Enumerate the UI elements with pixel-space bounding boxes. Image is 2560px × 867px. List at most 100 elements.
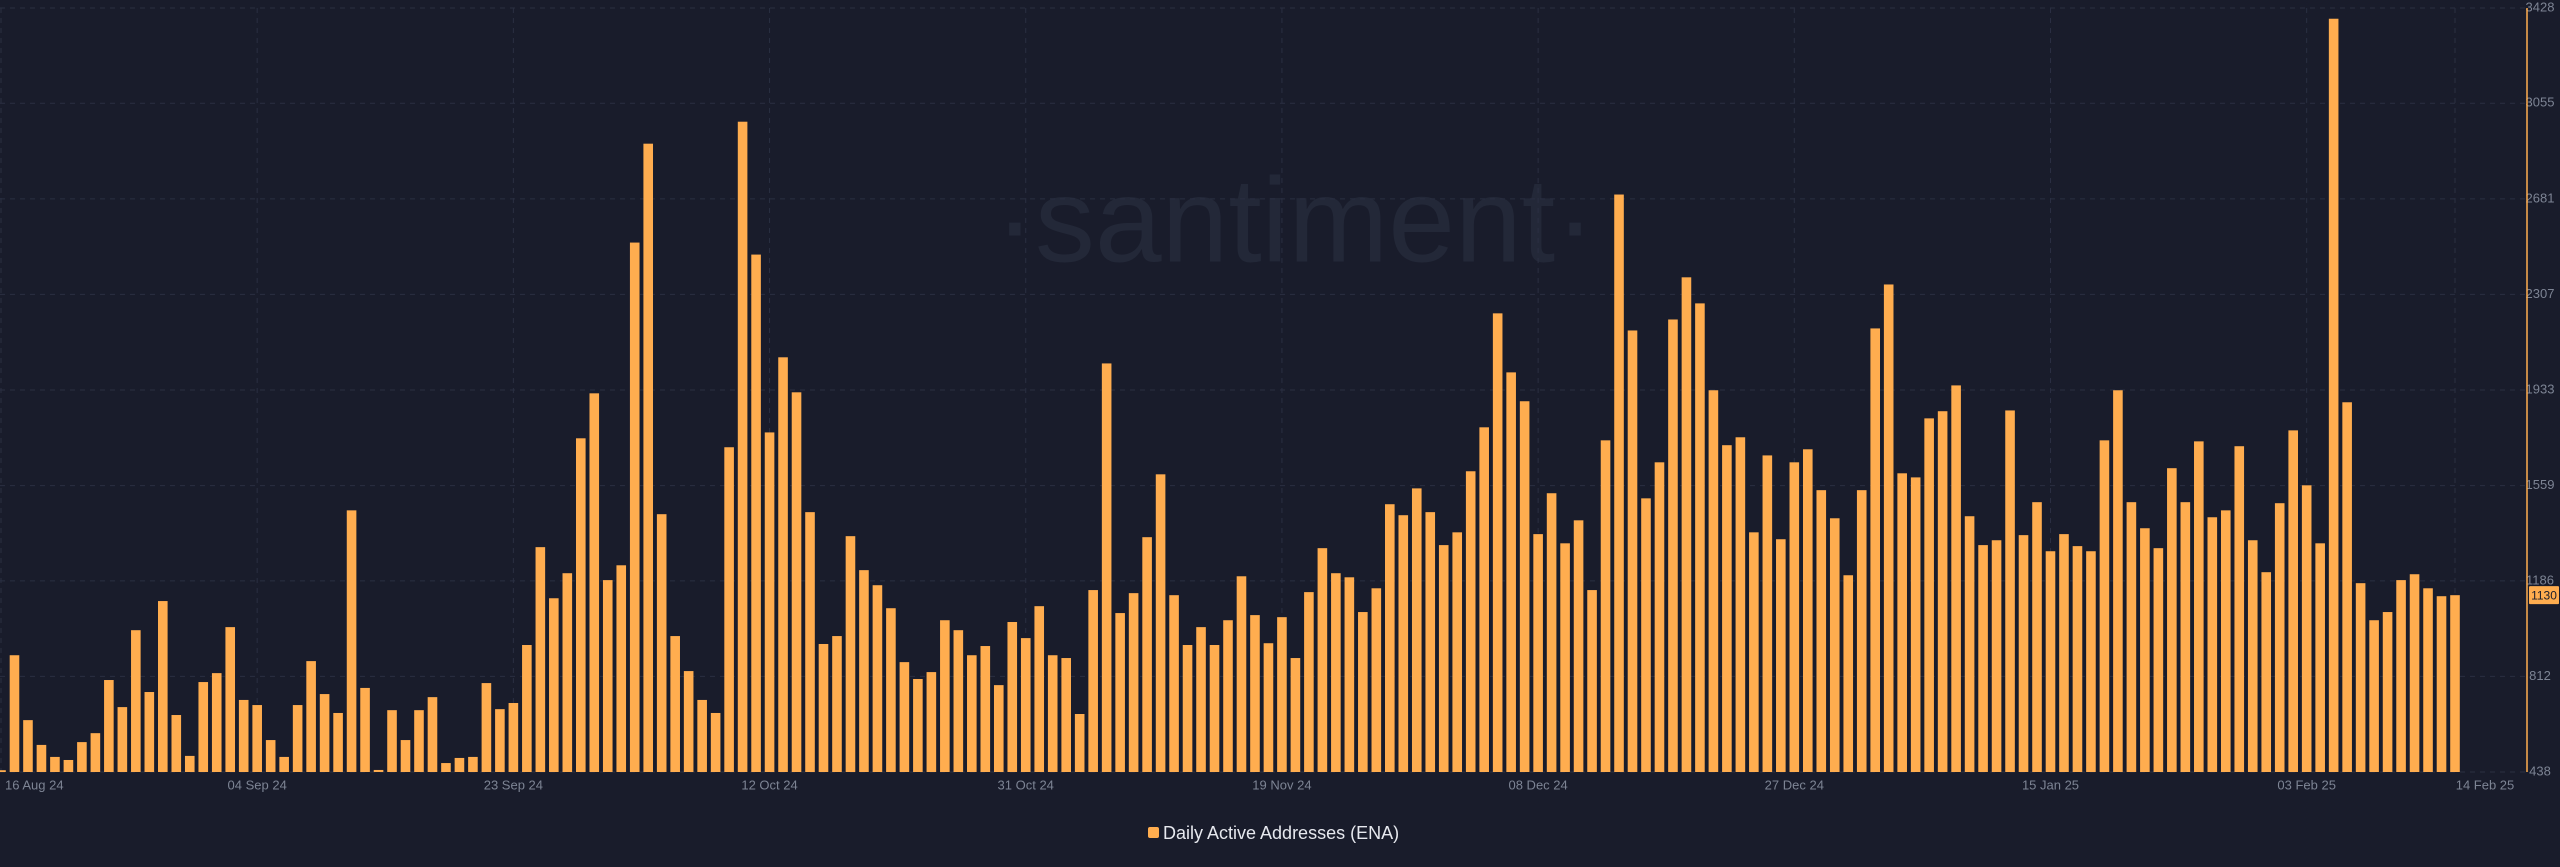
y-tick-label: 3428 bbox=[2526, 0, 2555, 14]
bar bbox=[1074, 713, 1085, 772]
current-value-badge bbox=[2529, 586, 2559, 605]
x-tick-label: 14 Feb 25 bbox=[2456, 777, 2515, 792]
bar bbox=[2234, 446, 2245, 772]
bar bbox=[1465, 471, 1476, 772]
bar bbox=[1385, 504, 1395, 772]
bar bbox=[1708, 390, 1719, 772]
x-tick-label: 19 Nov 24 bbox=[1252, 777, 1311, 792]
bar bbox=[1856, 490, 1867, 772]
bar bbox=[373, 769, 384, 772]
bar bbox=[522, 645, 532, 772]
bar bbox=[495, 709, 505, 772]
bar bbox=[1371, 588, 1382, 772]
bar bbox=[2032, 502, 2042, 772]
bar bbox=[1910, 477, 1921, 772]
bar bbox=[23, 720, 33, 772]
bar bbox=[104, 680, 114, 772]
bar bbox=[778, 357, 788, 772]
bar bbox=[117, 707, 128, 772]
bar bbox=[2301, 485, 2312, 772]
bar bbox=[1155, 474, 1166, 772]
bar bbox=[1128, 593, 1139, 772]
bar bbox=[414, 710, 424, 772]
bar bbox=[1668, 319, 1678, 772]
x-tick-label: 15 Jan 25 bbox=[2022, 777, 2079, 792]
x-tick-label: 16 Aug 24 bbox=[5, 777, 64, 792]
current-value-label: 1130 bbox=[2531, 588, 2557, 602]
bar bbox=[441, 763, 451, 772]
bar bbox=[845, 536, 856, 772]
bar bbox=[333, 712, 343, 772]
bar bbox=[737, 121, 748, 772]
bar bbox=[1047, 655, 1058, 772]
bar bbox=[1209, 645, 1220, 772]
bar bbox=[508, 703, 519, 772]
bar bbox=[1816, 490, 1827, 772]
bar bbox=[2126, 502, 2137, 772]
bar bbox=[1991, 540, 2002, 772]
bar bbox=[1088, 590, 1098, 772]
bar bbox=[468, 756, 478, 772]
x-tick-label: 27 Dec 24 bbox=[1765, 777, 1824, 792]
bar bbox=[683, 671, 694, 772]
bar bbox=[2396, 580, 2406, 772]
x-tick-label: 08 Dec 24 bbox=[1508, 777, 1567, 792]
bar bbox=[2369, 620, 2379, 772]
bar bbox=[1776, 539, 1786, 772]
bar bbox=[1681, 277, 1692, 772]
bar bbox=[1627, 330, 1638, 772]
bar bbox=[1722, 445, 1732, 772]
bar bbox=[886, 608, 896, 772]
bar bbox=[387, 710, 397, 772]
bar bbox=[953, 630, 964, 772]
bar bbox=[1358, 612, 1368, 772]
bar bbox=[2005, 410, 2015, 772]
bar bbox=[791, 392, 802, 772]
x-tick-label: 03 Feb 25 bbox=[2277, 777, 2336, 792]
bar bbox=[481, 683, 492, 772]
bar bbox=[2355, 583, 2366, 772]
bar bbox=[171, 715, 182, 772]
bar bbox=[1546, 493, 1557, 772]
bar bbox=[1870, 328, 1881, 772]
bar bbox=[1560, 543, 1570, 772]
bar bbox=[1411, 488, 1422, 772]
bar bbox=[805, 512, 815, 772]
bar bbox=[144, 692, 155, 772]
y-tick-label: 3055 bbox=[2526, 95, 2555, 110]
bar bbox=[50, 756, 60, 772]
bar bbox=[360, 687, 370, 772]
bar bbox=[1519, 401, 1530, 772]
bar bbox=[1600, 440, 1611, 772]
bar bbox=[1654, 462, 1665, 772]
bar bbox=[1438, 545, 1449, 772]
bar bbox=[616, 565, 627, 772]
bar bbox=[1007, 622, 1018, 772]
bar bbox=[1236, 576, 1247, 772]
bar bbox=[1492, 313, 1503, 772]
bar bbox=[1304, 592, 1314, 772]
bar bbox=[710, 712, 721, 772]
bar bbox=[2436, 596, 2447, 772]
y-tick-label: 2307 bbox=[2526, 286, 2555, 301]
bar bbox=[2113, 390, 2123, 772]
bar bbox=[2194, 441, 2204, 772]
bar bbox=[225, 627, 236, 772]
bar bbox=[2450, 595, 2460, 772]
bar bbox=[1937, 411, 1948, 772]
bar bbox=[2167, 468, 2177, 772]
bar bbox=[2261, 572, 2272, 772]
bar bbox=[1115, 613, 1125, 772]
bar bbox=[2180, 502, 2191, 772]
bar bbox=[1573, 520, 1584, 772]
bar bbox=[2423, 588, 2433, 772]
bar bbox=[913, 678, 923, 772]
bar bbox=[2315, 543, 2325, 772]
bar bbox=[2328, 18, 2339, 773]
bar bbox=[859, 570, 869, 772]
bar bbox=[1587, 590, 1597, 772]
bar bbox=[36, 744, 47, 772]
y-tick-label: 1186 bbox=[2526, 572, 2554, 587]
bar bbox=[629, 242, 640, 772]
